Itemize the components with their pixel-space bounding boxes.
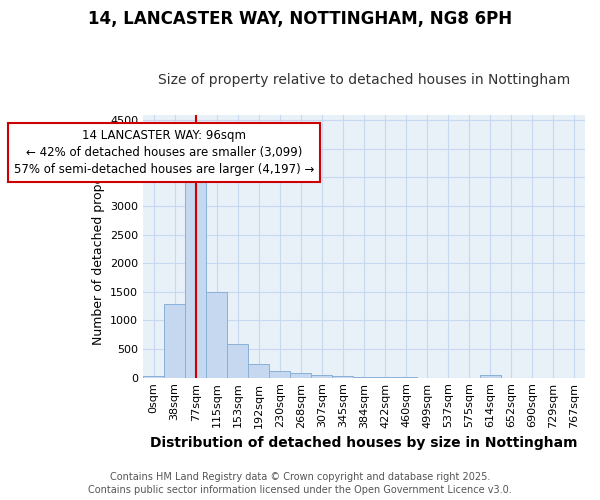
Bar [164,304,185,378]
Bar [269,371,290,378]
Bar [311,375,332,378]
Bar [374,377,395,378]
Text: 14, LANCASTER WAY, NOTTINGHAM, NG8 6PH: 14, LANCASTER WAY, NOTTINGHAM, NG8 6PH [88,10,512,28]
Bar [353,376,374,378]
X-axis label: Distribution of detached houses by size in Nottingham: Distribution of detached houses by size … [150,436,578,450]
Y-axis label: Number of detached properties: Number of detached properties [92,148,104,344]
Bar [143,376,164,378]
Bar [332,376,353,378]
Bar [206,292,227,378]
Bar [480,376,501,378]
Bar [248,364,269,378]
Text: Contains HM Land Registry data © Crown copyright and database right 2025.
Contai: Contains HM Land Registry data © Crown c… [88,472,512,495]
Title: Size of property relative to detached houses in Nottingham: Size of property relative to detached ho… [158,73,570,87]
Bar [290,373,311,378]
Bar [185,176,206,378]
Text: 14 LANCASTER WAY: 96sqm
← 42% of detached houses are smaller (3,099)
57% of semi: 14 LANCASTER WAY: 96sqm ← 42% of detache… [14,129,314,176]
Bar [227,344,248,378]
